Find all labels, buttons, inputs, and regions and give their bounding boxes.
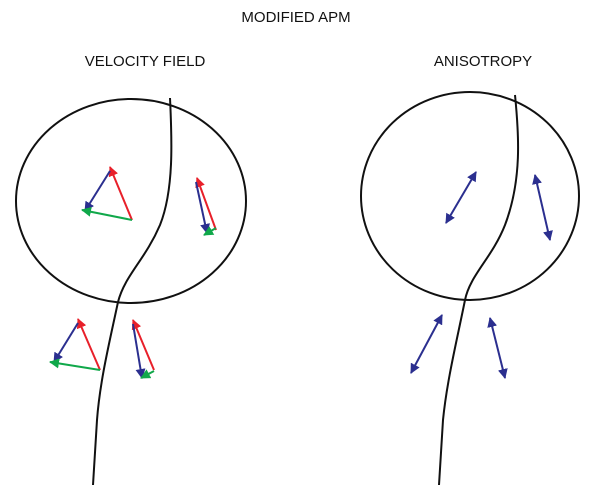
arrow	[140, 369, 155, 379]
arrow	[195, 181, 210, 234]
circle	[15, 98, 247, 304]
arrow	[53, 322, 79, 363]
title: MODIFIED APM	[241, 9, 350, 26]
arrow	[84, 170, 111, 212]
panel-label: VELOCITY FIELD	[85, 53, 206, 70]
arrow	[131, 319, 155, 371]
arrow	[203, 226, 217, 236]
arrow	[81, 206, 133, 221]
double-arrow	[487, 317, 508, 379]
panel-label: ANISOTROPY	[434, 53, 532, 70]
arrow	[49, 358, 101, 371]
arrow	[195, 177, 217, 231]
double-arrow	[410, 314, 443, 374]
outlines	[15, 91, 580, 485]
velocity-arrows	[49, 166, 217, 379]
arrow	[76, 318, 101, 371]
boundary	[438, 94, 520, 485]
circle	[360, 91, 580, 301]
double-arrow	[445, 171, 477, 224]
double-arrow	[532, 174, 553, 241]
arrow	[132, 323, 146, 379]
arrow	[108, 166, 133, 221]
boundary	[92, 97, 173, 485]
anisotropy-arrows	[410, 171, 553, 379]
